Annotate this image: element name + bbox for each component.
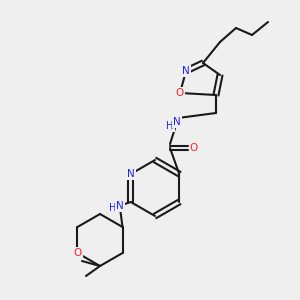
- Text: N: N: [173, 117, 181, 127]
- Text: H: H: [109, 203, 116, 213]
- Text: H: H: [166, 121, 174, 131]
- Text: N: N: [116, 201, 124, 211]
- Text: O: O: [176, 88, 184, 98]
- Text: O: O: [74, 248, 82, 258]
- Text: N: N: [182, 66, 190, 76]
- Text: O: O: [190, 143, 198, 153]
- Text: N: N: [127, 169, 135, 179]
